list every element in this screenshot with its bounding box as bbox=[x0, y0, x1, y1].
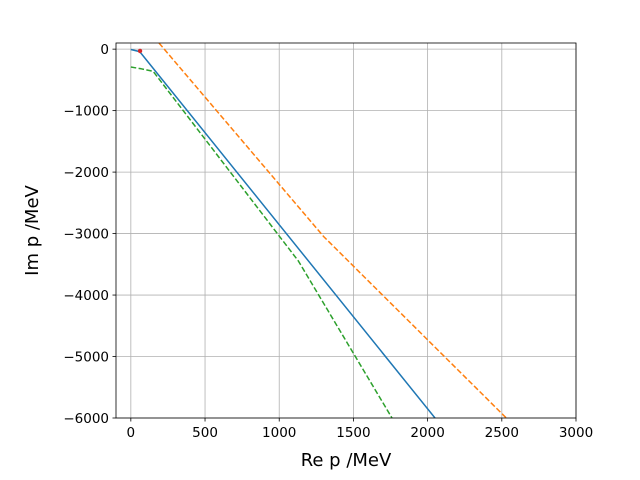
x-tick-label: 1500 bbox=[336, 425, 370, 441]
series-group bbox=[130, 43, 507, 418]
y-tick-label: −3000 bbox=[63, 227, 109, 243]
y-tick-label: −4000 bbox=[63, 288, 109, 304]
x-tick-label: 2000 bbox=[410, 425, 444, 441]
plot-frame bbox=[115, 42, 577, 419]
x-tick-label: 500 bbox=[192, 425, 218, 441]
data-point bbox=[137, 48, 143, 54]
y-tick-label: −5000 bbox=[63, 350, 109, 366]
ticks: 0 500 1000 1500 2000 2500 3000 0 −1000 −2000 −3000… bbox=[63, 42, 593, 441]
y-tick-label: −6000 bbox=[63, 411, 109, 427]
x-tick-label: 0 bbox=[127, 425, 136, 441]
y-tick-label: −1000 bbox=[63, 104, 109, 120]
x-axis-label: Re p /MeV bbox=[301, 450, 392, 471]
y-axis-label: Im p /MeV bbox=[22, 184, 43, 275]
y-tick-label: −2000 bbox=[63, 165, 109, 181]
series-line-2 bbox=[158, 43, 507, 418]
y-tick-label: 0 bbox=[100, 42, 109, 58]
x-tick-label: 1000 bbox=[262, 425, 296, 441]
x-tick-label: 2500 bbox=[485, 425, 519, 441]
x-tick-label: 3000 bbox=[559, 425, 593, 441]
